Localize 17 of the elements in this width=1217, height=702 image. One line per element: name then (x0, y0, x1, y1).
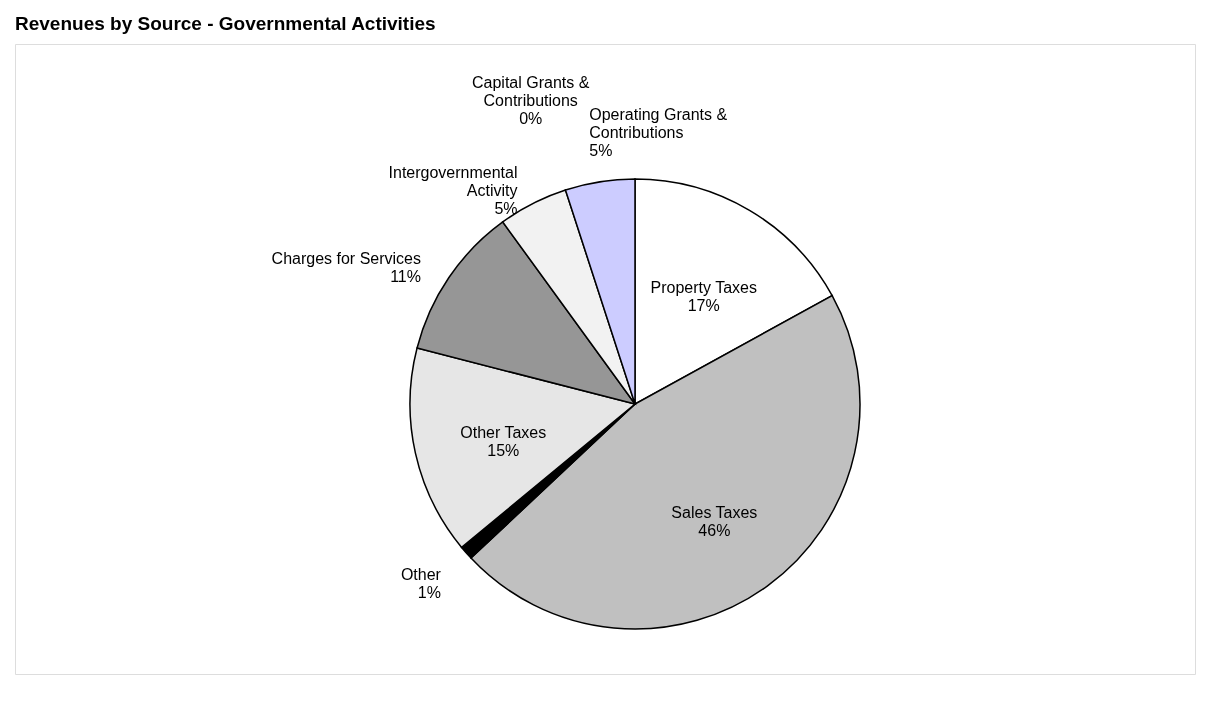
data-label: 5% (589, 142, 613, 160)
data-label: 11% (390, 267, 421, 285)
data-label: 15% (487, 442, 520, 460)
slice-label: Charges for Services (271, 249, 421, 267)
slice-label: Property Taxes (650, 278, 757, 296)
data-label: 1% (417, 584, 441, 602)
data-label: 17% (687, 296, 720, 314)
slice-label: Other (400, 566, 442, 584)
slice-label: Intergovernmental Activity (388, 164, 518, 200)
slice-label: Other Taxes (460, 424, 547, 442)
text: 0% (519, 110, 543, 128)
slice-label: Sales Taxes (671, 504, 758, 522)
data-label: 46% (698, 522, 731, 540)
data-label: 5% (494, 200, 518, 218)
category-label: Capital Grants & Contributions (472, 74, 590, 110)
slice-label: Operating Grants & Contributions (589, 106, 728, 142)
chart-title: Revenues by Source - Governmental Activities (15, 13, 436, 34)
